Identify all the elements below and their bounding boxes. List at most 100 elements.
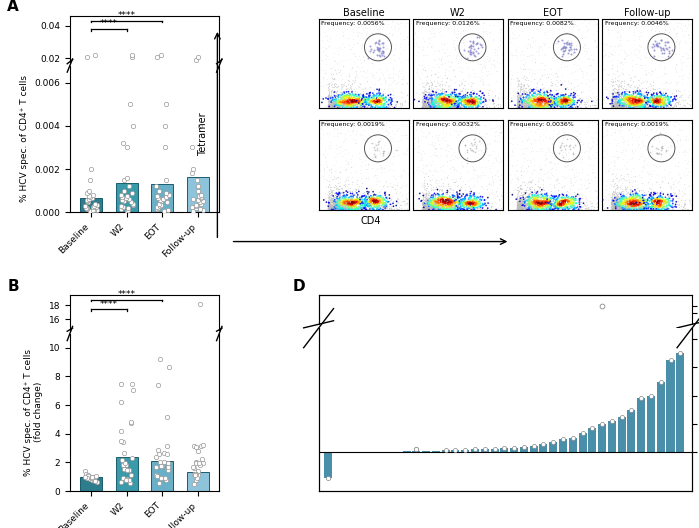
Point	[447, 201, 458, 210]
Point	[377, 71, 389, 79]
Point	[628, 204, 639, 212]
Point	[526, 203, 537, 212]
Point	[514, 93, 526, 102]
Point	[521, 104, 532, 112]
Point	[517, 47, 528, 55]
Point	[322, 198, 333, 206]
Point	[417, 202, 428, 211]
Point	[434, 205, 445, 213]
Point	[610, 201, 621, 209]
Point	[461, 97, 473, 105]
Point	[327, 196, 338, 205]
Point	[642, 200, 654, 209]
Point	[92, 477, 103, 486]
Point	[329, 188, 340, 197]
Point	[440, 78, 452, 87]
Point	[401, 190, 412, 198]
Point	[427, 103, 438, 111]
Point	[331, 192, 343, 201]
Point	[517, 204, 528, 213]
Point	[492, 51, 503, 59]
Point	[421, 194, 433, 203]
Point	[531, 119, 542, 128]
Point	[345, 91, 356, 100]
Point	[549, 97, 560, 106]
Point	[540, 193, 551, 201]
Point	[624, 155, 635, 163]
Point	[546, 200, 557, 208]
Point	[470, 129, 482, 138]
Point	[428, 88, 439, 96]
Point	[375, 98, 386, 106]
Point	[480, 201, 491, 210]
Point	[632, 101, 643, 109]
Point	[545, 196, 556, 205]
Point	[413, 152, 424, 160]
Point	[558, 95, 569, 103]
Point	[519, 201, 530, 210]
Point	[429, 87, 440, 95]
Point	[331, 103, 343, 112]
Point	[607, 120, 619, 128]
Point	[529, 204, 540, 212]
Point	[435, 102, 447, 110]
Point	[621, 204, 632, 213]
Point	[426, 203, 438, 212]
Point	[613, 204, 624, 213]
Point	[430, 103, 441, 112]
Point	[526, 199, 538, 207]
Point	[512, 203, 524, 212]
Point	[549, 199, 561, 208]
Point	[438, 97, 449, 106]
Point	[519, 104, 530, 112]
Point	[445, 204, 456, 213]
Point	[586, 161, 597, 169]
Point	[417, 120, 428, 128]
Point	[668, 189, 679, 197]
Point	[436, 199, 447, 207]
Point	[616, 94, 627, 102]
Point	[403, 102, 415, 110]
Point	[635, 205, 646, 213]
Point	[527, 192, 538, 200]
Point	[326, 102, 338, 111]
Point	[426, 203, 438, 211]
Point	[491, 67, 502, 75]
Point	[443, 204, 454, 212]
Point	[464, 101, 475, 110]
Point	[451, 104, 462, 112]
Point	[442, 203, 453, 212]
Point	[637, 191, 648, 199]
Point	[663, 190, 675, 199]
Point	[457, 200, 468, 209]
Point	[469, 204, 480, 213]
Point	[517, 201, 528, 209]
Point	[645, 93, 656, 101]
Point	[659, 101, 670, 110]
Point	[627, 201, 638, 210]
Point	[651, 205, 662, 213]
Point	[370, 92, 382, 100]
Point	[607, 170, 618, 178]
Point	[619, 84, 630, 93]
Point	[486, 62, 497, 71]
Point	[354, 89, 366, 97]
Point	[542, 199, 554, 208]
Point	[528, 99, 539, 108]
Point	[552, 104, 563, 112]
Point	[656, 200, 667, 208]
Point	[454, 29, 465, 37]
Point	[531, 191, 542, 199]
Point	[525, 101, 536, 109]
Point	[510, 88, 521, 97]
Point	[610, 202, 621, 210]
Point	[341, 203, 352, 212]
Point	[528, 202, 539, 210]
Bar	[628, 402, 635, 425]
Point	[354, 101, 366, 109]
Point	[342, 89, 353, 98]
Point	[337, 202, 348, 211]
Point	[526, 101, 537, 110]
Point	[466, 42, 477, 51]
Point	[642, 205, 654, 214]
